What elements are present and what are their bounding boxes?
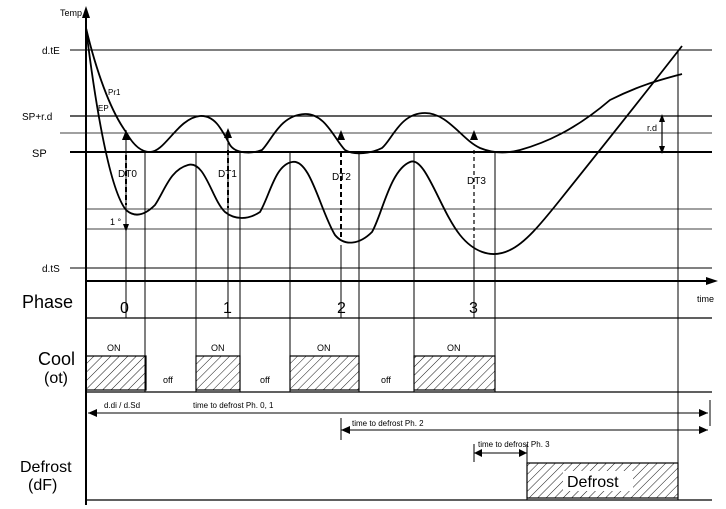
phase-2: 2 [337,300,346,317]
cool-on-block-2 [289,355,360,391]
cool-on-label-0: ON [107,343,121,353]
ph01-label: time to defrost Ph. 0, 1 [193,401,274,410]
defrost-row-sublabel: (dF) [28,477,57,494]
cool-on-label-3: ON [447,343,461,353]
ph2-label: time to defrost Ph. 2 [352,419,424,428]
dtE-label: d.tE [42,46,60,57]
one-degree-arrow [123,224,129,232]
defrost-row-label: Defrost [20,459,72,476]
time-axis-label: time [697,294,714,304]
sp-label: SP [32,148,47,160]
y-axis-arrow [82,6,90,18]
ph3-label: time to defrost Ph. 3 [478,440,550,449]
dt0-arrow-head [122,130,130,140]
ep-curve [85,27,683,255]
sp-rd-label: SP+r.d [22,112,52,123]
rd-label: r.d [647,123,657,133]
phase-1: 1 [223,300,232,317]
ddi-arrow-right [699,409,708,417]
dt3-label: DT3 [467,176,486,187]
dt2-label: DT2 [332,172,351,183]
defrost-block-label-bg [563,471,633,491]
ph3-arrow-right [519,449,527,457]
dtS-label: d.tS [42,264,60,275]
ph3-arrow-left [474,449,482,457]
phase-row-label: Phase [22,292,73,312]
ep-label: EP [98,104,109,113]
ph2-arrow-left [341,426,350,434]
cool-on-block-0 [85,355,147,391]
time-axis-arrow [706,277,718,285]
phase-0: 0 [120,300,129,317]
ddi-label: d.di / d.Sd [104,401,140,410]
one-degree-label: 1 ° [110,217,122,227]
cool-off-label-1: off [260,375,270,385]
pr1-curve [85,27,683,155]
cool-row-label: Cool [38,349,75,369]
cool-on-label-2: ON [317,343,331,353]
phase-3: 3 [469,300,478,317]
cool-on-label-1: ON [211,343,225,353]
cool-off-label-2: off [381,375,391,385]
defrost-block-label: Defrost [567,474,619,491]
cool-row-sublabel: (ot) [44,370,68,387]
pr1-label: Pr1 [108,88,121,97]
dt3-arrow-head [470,130,478,140]
rd-arrow-up [659,114,665,122]
dt0-label: DT0 [118,169,137,180]
cool-on-block-1 [195,355,241,391]
cool-off-label-0: off [163,375,173,385]
ph2-arrow-right [699,426,708,434]
ddi-arrow-left [88,409,97,417]
dt1-label: DT1 [218,169,237,180]
rd-arrow-down [659,146,665,154]
dt1-arrow-head [224,128,232,138]
dt2-arrow-head [337,130,345,140]
y-axis-label: Temp. [60,8,85,18]
cool-on-block-3 [413,355,496,391]
